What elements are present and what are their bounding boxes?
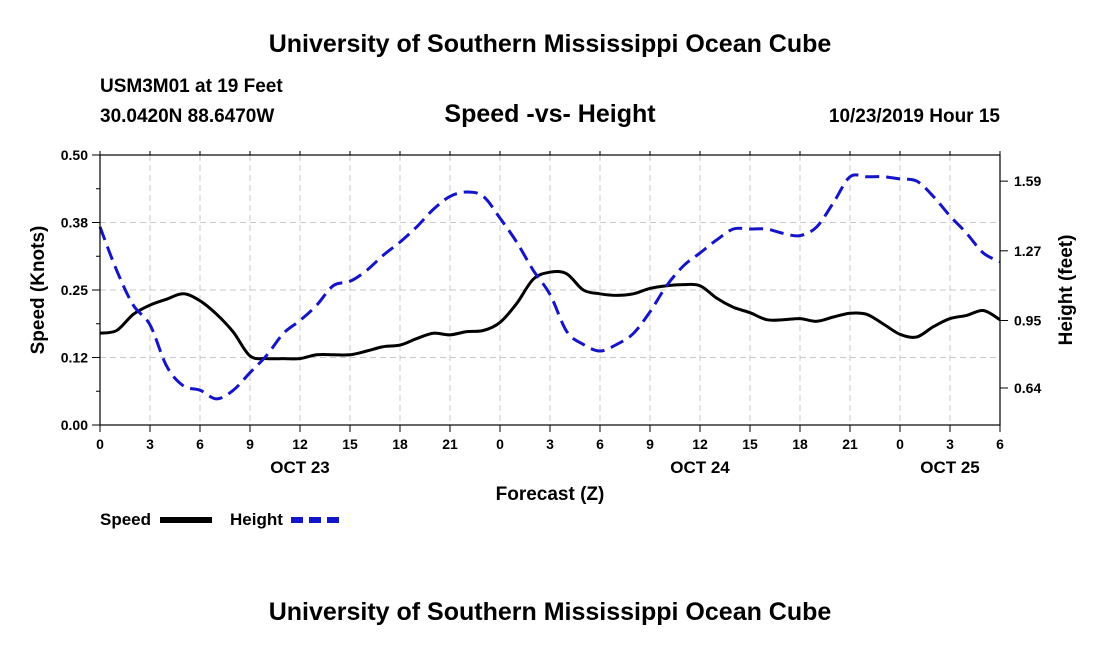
x-tick-label: 18 <box>392 436 408 452</box>
x-tick-label: 15 <box>342 436 358 452</box>
x-date-label: OCT 24 <box>670 458 730 477</box>
y-right-tick-label: 0.95 <box>1014 312 1041 328</box>
x-date-label: OCT 25 <box>920 458 980 477</box>
x-tick-label: 0 <box>896 436 904 452</box>
chart-title: Speed -vs- Height <box>444 100 656 128</box>
y-left-tick-label: 0.12 <box>61 350 88 366</box>
speed-series-line <box>99 270 1001 361</box>
x-tick-label: 6 <box>596 436 604 452</box>
y-left-tick-label: 0.50 <box>61 147 88 163</box>
x-tick-label: 9 <box>246 436 254 452</box>
run-time: 10/23/2019 Hour 15 <box>828 106 1000 127</box>
y-right-tick-label: 1.27 <box>1014 243 1041 259</box>
y-right-tick-label: 0.64 <box>1014 380 1041 396</box>
grid-layer <box>100 155 1000 425</box>
x-tick-label: 0 <box>496 436 504 452</box>
x-tick-label: 6 <box>996 436 1004 452</box>
x-tick-label: 12 <box>692 436 708 452</box>
y2-axis-label: Height (feet) <box>1056 235 1077 346</box>
footer-title: University of Southern Mississippi Ocean… <box>268 598 832 626</box>
x-tick-label: 15 <box>742 436 758 452</box>
station-name: USM3M01 at 19 Feet <box>100 76 283 97</box>
station-coords: 30.0420N 88.6470W <box>100 106 275 127</box>
x-tick-label: 3 <box>546 436 554 452</box>
x-tick-label: 6 <box>196 436 204 452</box>
legend-speed-label: Speed <box>100 510 151 529</box>
x-tick-label: 0 <box>96 436 104 452</box>
x-tick-label: 12 <box>292 436 308 452</box>
header-title: University of Southern Mississippi Ocean… <box>268 30 832 58</box>
y-left-tick-label: 0.25 <box>61 282 88 298</box>
x-tick-label: 21 <box>442 436 458 452</box>
x-tick-label: 9 <box>646 436 654 452</box>
legend-height-label: Height <box>230 510 283 529</box>
series-layer <box>98 173 1001 401</box>
y-right-tick-label: 1.59 <box>1014 173 1041 189</box>
x-tick-label: 18 <box>792 436 808 452</box>
y-left-tick-label: 0.38 <box>61 215 88 231</box>
y-axis-label: Speed (Knots) <box>28 226 49 355</box>
x-tick-label: 21 <box>842 436 858 452</box>
axis-layer: 0 3 6 9 12 15 18 21 0 3 6 9 12 15 18 21 0 3 6 OCT 23 OCT 24 O… <box>61 147 1042 477</box>
y-left-tick-label: 0.00 <box>61 417 88 433</box>
legend: Speed Height <box>100 510 343 529</box>
height-series-line <box>98 173 1001 401</box>
x-tick-label: 3 <box>146 436 154 452</box>
x-tick-label: 3 <box>946 436 954 452</box>
x-date-label: OCT 23 <box>270 458 330 477</box>
x-axis-label: Forecast (Z) <box>496 484 605 505</box>
